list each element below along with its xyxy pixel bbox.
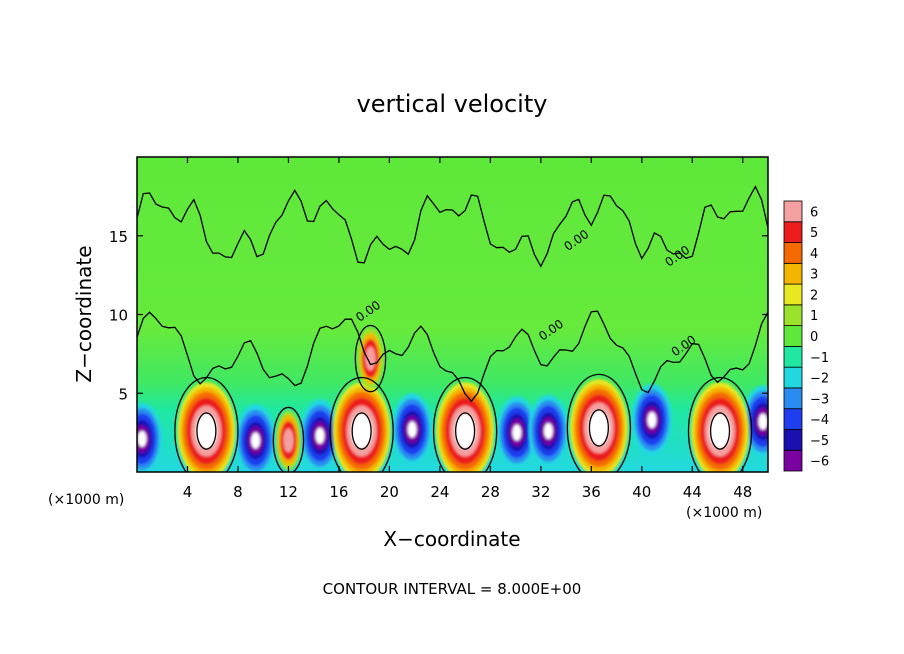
updraft-contour-line [687,376,753,472]
downdraft-core [528,394,569,468]
weak-updraft-band [365,346,376,371]
colorbar-swatch [783,345,803,368]
updraft-inner-contour [196,412,217,450]
updraft-contour-line [432,376,498,472]
plot-area: 0.000.000.000.000.00 [137,157,768,472]
weak-updraft [357,328,384,389]
updraft-core-band [195,413,217,449]
colorbar-swatch [783,242,803,264]
y-axis-ticks: 5 10 15 [109,228,768,403]
updraft-core-band [454,413,476,449]
downdraft-core-band [137,430,147,447]
zero-contour-line [137,310,768,403]
x-tick-label: 16 [329,483,348,501]
colorbar-label: 4 [810,247,818,262]
y-tick-label: 15 [109,228,128,246]
colorbar-swatch [783,283,803,306]
colorbar-swatch [783,325,803,347]
colorbar-swatch [783,429,803,451]
colorbar-label: 2 [810,288,818,303]
x-tick-label: 44 [683,483,702,501]
colorbar-swatch [783,200,803,223]
updraft-core-band [709,413,731,449]
x-tick-label: 24 [430,483,449,501]
colorbar-swatch [783,408,803,430]
x-axis-ticks: 4 8 12 16 20 24 28 32 36 40 44 48 [183,157,752,501]
updraft-inner-contour [709,412,731,450]
colorbar-swatch [783,449,803,472]
colorbar-label: 1 [810,309,818,324]
colorbar-label: −3 [810,392,829,407]
downdraft-core [137,402,163,472]
colorbar-label: −2 [810,372,829,387]
colorbar: −6 −5 −4 −3 −2 −1 0 1 2 3 4 5 6 [783,200,829,472]
downdraft-core-band [407,421,417,438]
updraft-core-band [351,413,373,449]
y-tick-label: 10 [109,307,128,325]
x-tick-label: 36 [582,483,601,501]
x-tick-label: 48 [733,483,752,501]
contour-interval-footer: CONTOUR INTERVAL = 8.000E+00 [323,580,582,598]
colorbar-swatch [783,366,803,389]
updraft-core [569,379,628,472]
downdraft-core-band [512,424,522,441]
colorbar-label: −6 [810,455,829,470]
colorbar-swatch [783,387,803,410]
x-unit-left: (×1000 m) [48,492,124,508]
chart-title: vertical velocity [357,90,548,118]
downdraft-core [391,393,433,466]
downdraft-core [742,385,768,458]
downdraft-core-band [315,427,325,444]
x-tick-label: 8 [233,483,243,501]
x-unit-right: (×1000 m) [686,505,762,521]
updraft-inner-contour [455,412,476,450]
updraft-core [691,382,750,472]
weak-updraft-contour [272,406,305,472]
y-tick-label: 5 [118,385,128,403]
downdraft-core [299,399,341,472]
colorbar-label: 0 [810,330,818,345]
velocity-field [137,328,768,472]
weak-updraft-contour [354,324,387,393]
zero-contour-line [137,185,768,268]
updraft-core [436,382,495,472]
downdraft-core [631,383,673,457]
x-tick-label: 4 [183,483,193,501]
x-tick-label: 28 [481,483,500,501]
colorbar-swatch [783,221,803,243]
colorbar-label: −5 [810,434,829,449]
x-tick-label: 40 [632,483,651,501]
downdraft-core [496,396,538,469]
x-axis-label: X−coordinate [383,527,520,551]
y-axis-label: Z−coordinate [72,245,96,382]
x-tick-label: 32 [531,483,550,501]
updraft-inner-contour [351,412,372,450]
downdraft-core-band [251,432,261,449]
colorbar-label: 3 [810,268,818,283]
x-tick-label: 20 [380,483,399,501]
colorbar-label: 5 [810,226,818,241]
weak-updraft [275,410,302,471]
contour-lines [137,185,768,472]
x-tick-label: 12 [279,483,298,501]
downdraft-core-band [647,412,657,428]
updraft-core [177,382,236,472]
weak-updraft-band [283,428,294,453]
colorbar-swatch [783,304,803,327]
updraft-contour-line [329,376,394,472]
colorbar-label: −4 [810,413,829,428]
updraft-inner-contour [588,409,610,447]
updraft-core [332,382,391,472]
updraft-contour-line [566,373,632,472]
downdraft-core-band [758,413,768,430]
updraft-core-band [588,410,610,446]
colorbar-label: −1 [810,351,829,366]
downdraft-core [235,404,276,472]
colorbar-swatch [783,262,803,285]
colorbar-label: 6 [810,205,818,220]
downdraft-core-band [543,423,553,440]
